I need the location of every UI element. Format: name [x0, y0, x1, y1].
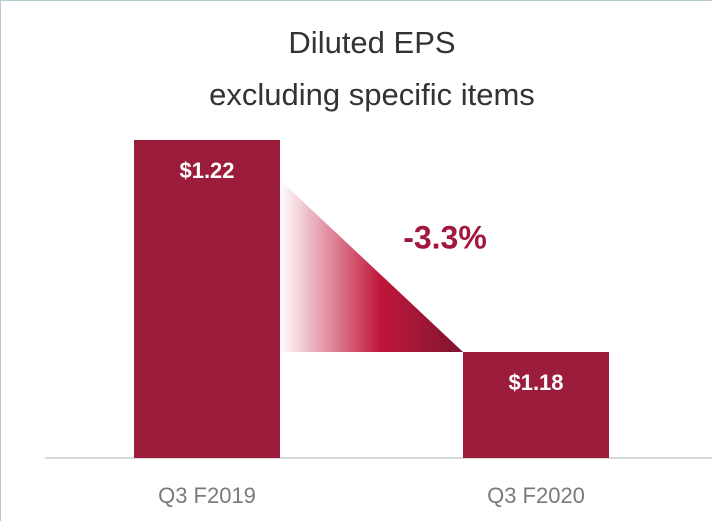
x-tick-label: Q3 F2020 — [487, 483, 585, 508]
value-label: $1.22 — [179, 158, 234, 183]
value-label: $1.18 — [508, 370, 563, 395]
bar — [134, 140, 280, 458]
chart-title: excluding specific items — [209, 77, 535, 112]
chart-title: Diluted EPS — [288, 25, 455, 60]
bar — [463, 352, 609, 458]
x-tick-label: Q3 F2019 — [158, 483, 256, 508]
connector — [280, 180, 463, 352]
change-annotation: -3.3% — [403, 219, 487, 255]
